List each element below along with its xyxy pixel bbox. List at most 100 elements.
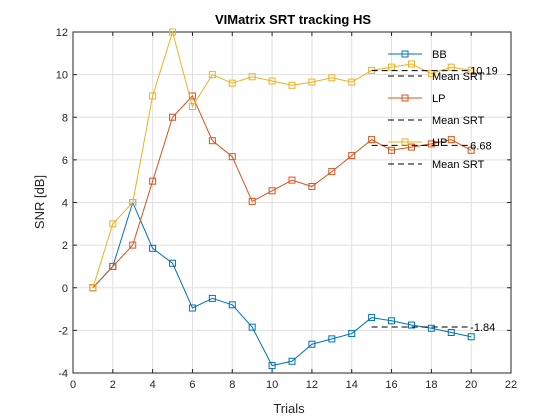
data-point-hp [268, 77, 276, 85]
legend-entry: Mean SRT [388, 115, 485, 127]
data-point-bb [447, 329, 455, 337]
data-point-lp [308, 183, 316, 191]
y-axis: -4 -2 0 2 4 6 8 10 12 [56, 27, 511, 380]
data-point-bb [388, 317, 396, 325]
legend-entry: BB [388, 49, 447, 61]
data-point-hp [248, 73, 256, 81]
data-point-hp [169, 28, 177, 36]
x-tick-label: 0 [70, 379, 76, 391]
legend-entry: Mean SRT [388, 159, 485, 171]
x-axis: 0 2 4 6 8 10 12 14 16 18 20 22 [70, 32, 517, 391]
grid-lines [72, 31, 512, 374]
data-point-bb [228, 301, 236, 309]
legend-marker [401, 94, 409, 102]
x-tick-label: 8 [229, 379, 235, 391]
data-point-lp [129, 241, 137, 249]
data-point-hp [427, 70, 435, 78]
data-point-lp [328, 168, 336, 176]
x-tick-label: 6 [189, 379, 195, 391]
data-point-hp [308, 78, 316, 86]
data-point-lp [368, 136, 376, 144]
y-tick-label: 8 [62, 112, 68, 124]
data-point-hp [188, 103, 196, 111]
x-tick-label: 18 [425, 379, 437, 391]
data-point-lp [268, 187, 276, 195]
data-point-hp [467, 66, 475, 74]
legend-entry: LP [388, 93, 445, 105]
data-point-lp [447, 136, 455, 144]
mean-srt-label-lp: 6.68 [470, 140, 491, 152]
x-tick-label: 14 [346, 379, 358, 391]
legend-label: Mean SRT [432, 115, 485, 127]
data-point-bb [149, 244, 157, 252]
series-layer [89, 28, 475, 370]
data-point-bb [288, 357, 296, 365]
legend-entry: Mean SRT [388, 71, 485, 83]
series-lp [89, 92, 475, 292]
data-point-lp [208, 137, 216, 145]
data-point-bb [268, 362, 276, 370]
data-point-bb [248, 323, 256, 331]
y-tick-label: 10 [56, 70, 68, 82]
data-point-lp [149, 177, 157, 185]
data-point-lp [467, 146, 475, 154]
data-point-lp [388, 146, 396, 154]
data-point-bb [208, 294, 216, 302]
chart-title: VIMatrix SRT tracking HS [215, 12, 371, 27]
data-point-lp [169, 113, 177, 121]
data-point-lp [288, 176, 296, 184]
legend-marker [401, 50, 409, 58]
data-point-bb [467, 333, 475, 341]
data-point-lp [228, 153, 236, 161]
mean-srt-label-bb: -1.84 [470, 322, 495, 334]
series-line-bb [92, 201, 472, 367]
series-bb [89, 199, 475, 370]
data-point-hp [328, 74, 336, 82]
x-tick-label: 16 [385, 379, 397, 391]
data-point-lp [407, 143, 415, 151]
y-tick-label: 6 [62, 155, 68, 167]
data-point-lp [348, 152, 356, 160]
data-point-hp [109, 220, 117, 228]
x-tick-label: 22 [505, 379, 517, 391]
legend-label: LP [432, 93, 445, 105]
data-point-bb [169, 259, 177, 267]
series-hp [89, 28, 475, 292]
legend: BB Mean SRT LP Mean SRT HP Mean SRT [388, 49, 485, 171]
x-tick-label: 12 [306, 379, 318, 391]
y-tick-label: 2 [62, 240, 68, 252]
data-point-hp [129, 199, 137, 206]
y-tick-label: 12 [56, 27, 68, 39]
legend-label: Mean SRT [432, 159, 485, 171]
legend-label: Mean SRT [432, 71, 485, 83]
mean-srt-label-hp: 10.19 [470, 66, 498, 78]
data-point-lp [248, 197, 256, 205]
y-tick-label: -2 [58, 325, 68, 337]
y-axis-label: SNR [dB] [32, 175, 47, 229]
x-tick-label: 10 [266, 379, 278, 391]
x-tick-label: 2 [110, 379, 116, 391]
legend-label: HP [432, 137, 447, 149]
y-tick-label: 0 [62, 283, 68, 295]
data-point-bb [188, 304, 196, 312]
y-tick-label: 4 [62, 198, 68, 210]
data-point-hp [447, 63, 455, 71]
legend-label: BB [432, 49, 447, 61]
data-point-hp [228, 79, 236, 87]
mean-srt-layer: -1.84 6.68 10.19 [371, 66, 498, 334]
legend-marker [401, 138, 409, 146]
x-axis-label: Trials [273, 401, 305, 416]
data-point-hp [89, 284, 97, 292]
x-tick-label: 20 [465, 379, 477, 391]
series-line-lp [92, 95, 472, 289]
data-point-lp [109, 262, 117, 270]
data-point-hp [407, 60, 415, 68]
data-point-hp [388, 63, 396, 71]
data-point-bb [407, 321, 415, 329]
data-point-hp [208, 71, 216, 79]
x-tick-label: 4 [150, 379, 156, 391]
legend-entry: HP [388, 137, 447, 149]
data-point-bb [328, 335, 336, 343]
data-point-bb [427, 324, 435, 332]
